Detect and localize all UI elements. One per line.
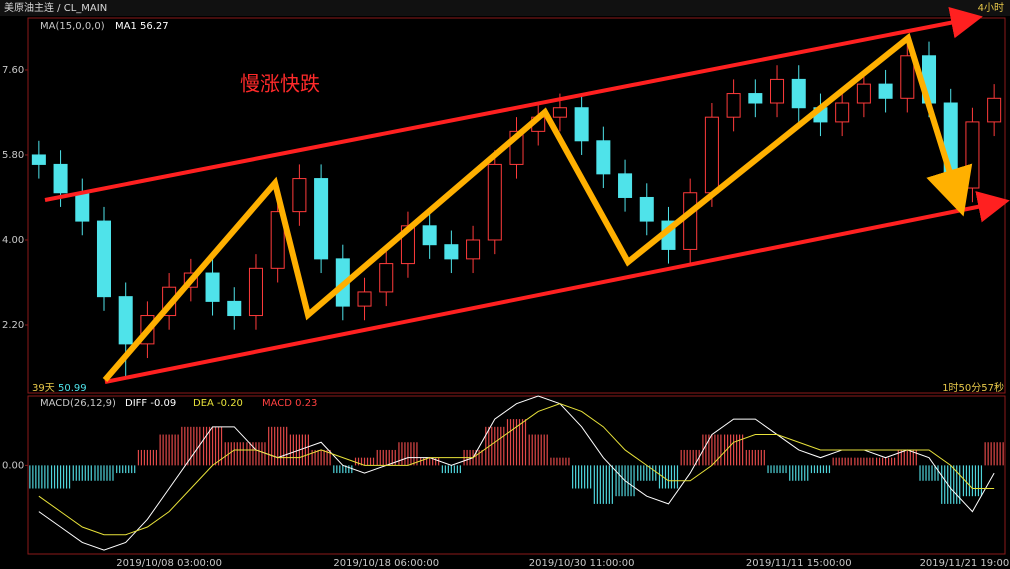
candle-body (444, 244, 459, 260)
candle-body (53, 163, 68, 194)
upper-channel (44, 6, 983, 202)
candle-body (618, 173, 633, 198)
candle-body (878, 83, 893, 99)
countdown: 1时50分57秒 (942, 381, 1004, 394)
y-tick-label: 7.60 (2, 65, 24, 76)
candle-body (75, 192, 90, 222)
candle-body (835, 102, 850, 123)
candle-body (227, 300, 242, 317)
macd-panel (27, 395, 1006, 555)
candle-body (248, 267, 263, 317)
candle-body (900, 55, 915, 99)
indicator-value: MA1 56.27 (115, 21, 169, 32)
indicator: MA(15,0,0,0) (40, 21, 105, 32)
candle-body (552, 107, 567, 118)
dea-label: DEA -0.20 (193, 398, 243, 409)
annotation: 慢涨快跌 (240, 72, 320, 96)
title-bar (0, 0, 1010, 16)
candle-body (748, 93, 763, 104)
candle-body (639, 196, 654, 222)
candle-body (292, 178, 307, 213)
macd-label: MACD 0.23 (262, 398, 317, 409)
candle-body (726, 93, 741, 118)
macd-line (38, 395, 995, 551)
y-tick-label: 4.00 (2, 235, 24, 246)
y-tick-label: 5.80 (2, 150, 24, 161)
y-tick-label: 2.20 (2, 320, 24, 331)
candle-body (314, 178, 329, 260)
candle-body (270, 211, 285, 269)
candle-body (704, 116, 719, 194)
macd-indicator: MACD(26,12,9) (40, 398, 116, 409)
candle-body (466, 239, 481, 260)
overlay (44, 6, 1010, 384)
diff-label: DIFF -0.09 (125, 398, 176, 409)
x-tick-label: 2019/10/30 11:00:00 (529, 558, 635, 569)
macd-line (38, 403, 995, 536)
left-value: 50.99 (58, 383, 87, 394)
candle-body (487, 163, 502, 241)
candle-body (574, 107, 589, 142)
candle-body (96, 220, 112, 298)
x-tick-label: 2019/10/08 03:00:00 (116, 558, 222, 569)
trend-arrows (102, 32, 973, 382)
candle-body (118, 296, 133, 345)
candle-body (379, 263, 394, 293)
candle-body (856, 83, 871, 104)
candle-body (596, 140, 611, 175)
x-tick-label: 2019/11/11 15:00:00 (746, 558, 852, 569)
candle-body (965, 121, 980, 189)
lower-channel (104, 191, 1010, 384)
x-tick-label: 2019/11/21 19:00:00 (920, 558, 1010, 569)
left-note: 39天 (32, 383, 55, 394)
candle-body (31, 154, 46, 165)
candle-body (770, 78, 785, 104)
candle-body (205, 272, 220, 302)
candle-body (683, 192, 698, 250)
period: 4小时 (978, 2, 1004, 14)
x-tick-label: 2019/10/18 06:00:00 (333, 558, 439, 569)
y-tick-label: 0.00 (2, 460, 24, 471)
header: 美原油主连 / CL_MAIN (4, 1, 107, 14)
candle-body (987, 97, 1002, 123)
candle-body (791, 78, 806, 109)
candle-body (422, 225, 437, 246)
candle-body (357, 291, 372, 307)
